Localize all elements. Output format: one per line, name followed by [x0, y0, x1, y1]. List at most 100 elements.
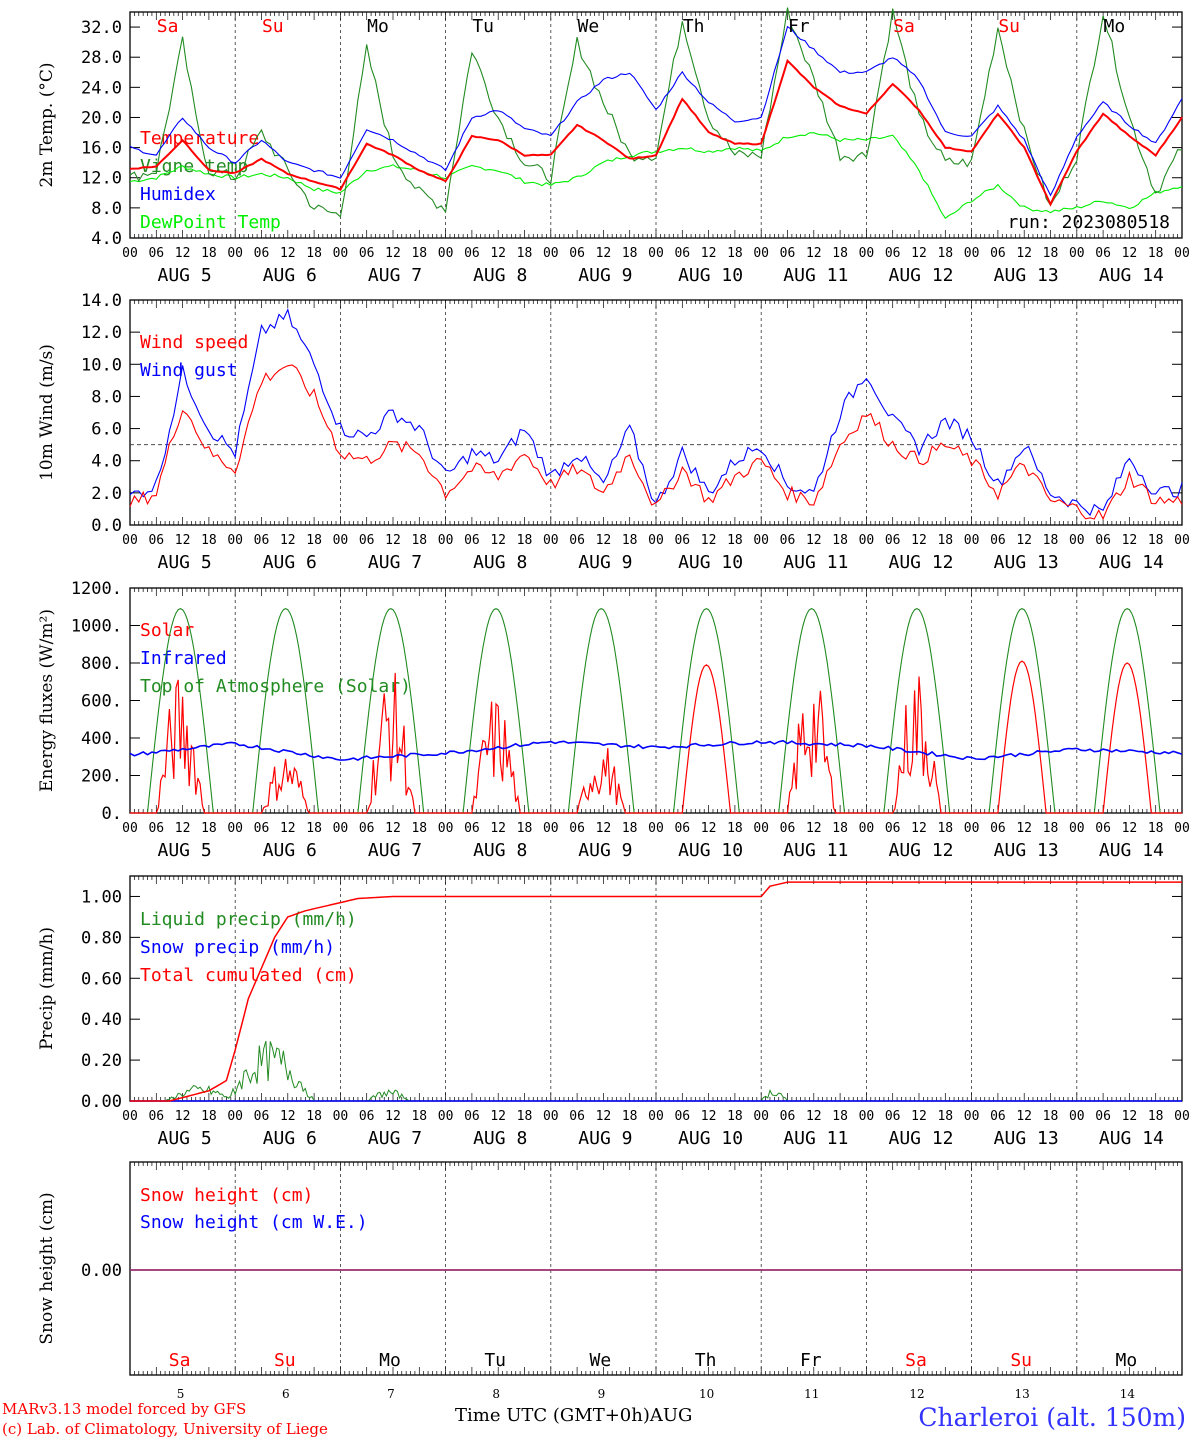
day-number-label: 12	[909, 1387, 924, 1401]
y-tick-label: 0.40	[81, 1010, 122, 1030]
hour-tick-label: 06	[148, 246, 164, 261]
day-name-label: We	[578, 16, 600, 37]
date-label: AUG 10	[678, 1128, 743, 1149]
hour-tick-label: 12	[806, 533, 822, 548]
hour-tick-label: 00	[543, 533, 559, 548]
series-line	[129, 364, 1183, 521]
hour-tick-label: 06	[569, 246, 585, 261]
panel-4: Precip (mm/h) 00 06 12 18 AUG 5 00 06 12 18 AUG 6 0…	[37, 875, 1190, 1149]
day-number-label: 11	[804, 1387, 819, 1401]
hour-tick-label: 18	[832, 1109, 848, 1124]
hour-tick-label: 06	[569, 821, 585, 836]
hour-tick-label: 00	[438, 1109, 454, 1124]
hour-tick-label: 12	[385, 246, 401, 261]
hour-tick-label: 18	[622, 246, 638, 261]
panel-3: Energy fluxes (W/m²) 00 06 12 18 AUG 5 00 06 12 1…	[37, 579, 1190, 861]
y-tick-label: 800.	[81, 654, 122, 674]
date-label: AUG 5	[158, 840, 212, 861]
legend-entry: Liquid precip (mm/h)	[140, 909, 357, 930]
date-label: AUG 8	[473, 552, 527, 573]
y-tick-label: 24.0	[81, 78, 122, 98]
date-label: AUG 7	[368, 840, 422, 861]
hour-tick-label: 06	[1095, 533, 1111, 548]
date-label: AUG 6	[263, 840, 317, 861]
hour-tick-label: 00	[227, 246, 243, 261]
hour-tick-label: 12	[911, 1109, 927, 1124]
hour-tick-label: 12	[1016, 533, 1032, 548]
date-label: AUG 9	[578, 552, 632, 573]
hour-tick-label: 00	[122, 821, 138, 836]
hour-tick-label: 00	[122, 533, 138, 548]
hour-tick-label: 12	[280, 533, 296, 548]
date-label: AUG 6	[263, 552, 317, 573]
day-name-label: Mo	[1104, 16, 1126, 37]
legend-entry: Snow precip (mm/h)	[140, 937, 335, 958]
date-label: AUG 10	[678, 552, 743, 573]
hour-tick-label: 00	[333, 533, 349, 548]
y-axis-label: 2m Temp. (°C)	[37, 62, 57, 187]
hour-tick-label: 00	[438, 533, 454, 548]
hour-tick-label: 00	[543, 1109, 559, 1124]
y-tick-label: 28.0	[81, 48, 122, 68]
date-label: AUG 6	[263, 1128, 317, 1149]
hour-tick-label: 00	[753, 246, 769, 261]
hour-tick-label: 12	[490, 246, 506, 261]
day-name-label: Mo	[379, 1350, 401, 1371]
y-tick-label: 6.0	[91, 420, 122, 440]
date-label: AUG 8	[473, 1128, 527, 1149]
y-tick-label: 12.0	[81, 323, 122, 343]
hour-tick-label: 18	[1148, 1109, 1164, 1124]
date-label: AUG 11	[783, 552, 848, 573]
hour-tick-label: 06	[359, 533, 375, 548]
hour-tick-label: 18	[517, 533, 533, 548]
y-tick-label: 8.0	[91, 199, 122, 219]
date-label: AUG 9	[578, 1128, 632, 1149]
hour-tick-label: 00	[1174, 1109, 1190, 1124]
panel-2: 10m Wind (m/s) 00 06 12 18 AUG 5 00 06 12 18 AUG 6…	[37, 291, 1190, 573]
day-name-label: We	[590, 1350, 612, 1371]
date-label: AUG 12	[888, 265, 953, 286]
hour-tick-label: 06	[885, 1109, 901, 1124]
hour-tick-label: 06	[359, 1109, 375, 1124]
hour-tick-label: 12	[385, 821, 401, 836]
hour-tick-label: 06	[464, 533, 480, 548]
hour-tick-label: 06	[1095, 821, 1111, 836]
hour-tick-label: 12	[596, 821, 612, 836]
hour-tick-label: 18	[411, 1109, 427, 1124]
hour-tick-label: 06	[148, 821, 164, 836]
date-label: AUG 9	[578, 265, 632, 286]
day-name-label: Mo	[1116, 1350, 1138, 1371]
hour-tick-label: 18	[937, 246, 953, 261]
hour-tick-label: 18	[1043, 246, 1059, 261]
hour-tick-label: 00	[1069, 1109, 1085, 1124]
hour-tick-label: 18	[1148, 821, 1164, 836]
date-label: AUG 7	[368, 552, 422, 573]
hour-tick-label: 18	[306, 246, 322, 261]
day-number-label: 8	[492, 1387, 500, 1401]
hour-tick-label: 12	[385, 1109, 401, 1124]
date-label: AUG 12	[888, 552, 953, 573]
hour-tick-label: 12	[1016, 821, 1032, 836]
day-name-label: Sa	[905, 1350, 927, 1371]
day-name-label: Sa	[157, 16, 179, 37]
hour-tick-label: 18	[201, 533, 217, 548]
hour-tick-label: 12	[1016, 1109, 1032, 1124]
y-tick-label: 20.0	[81, 108, 122, 128]
hour-tick-label: 18	[306, 533, 322, 548]
y-tick-label: 14.0	[81, 291, 122, 311]
day-name-label: Th	[695, 1350, 717, 1371]
date-label: AUG 11	[783, 840, 848, 861]
hour-tick-label: 18	[1043, 821, 1059, 836]
hour-tick-label: 12	[280, 246, 296, 261]
y-axis-label: Energy fluxes (W/m²)	[37, 609, 57, 792]
date-label: AUG 5	[158, 552, 212, 573]
date-label: AUG 14	[1099, 265, 1164, 286]
hour-tick-label: 00	[438, 246, 454, 261]
hour-tick-label: 06	[569, 1109, 585, 1124]
y-tick-label: 2.0	[91, 484, 122, 504]
date-label: AUG 13	[994, 1128, 1059, 1149]
date-label: AUG 7	[368, 265, 422, 286]
y-tick-label: 0.	[102, 804, 122, 824]
hour-tick-label: 18	[727, 1109, 743, 1124]
hour-tick-label: 18	[517, 246, 533, 261]
